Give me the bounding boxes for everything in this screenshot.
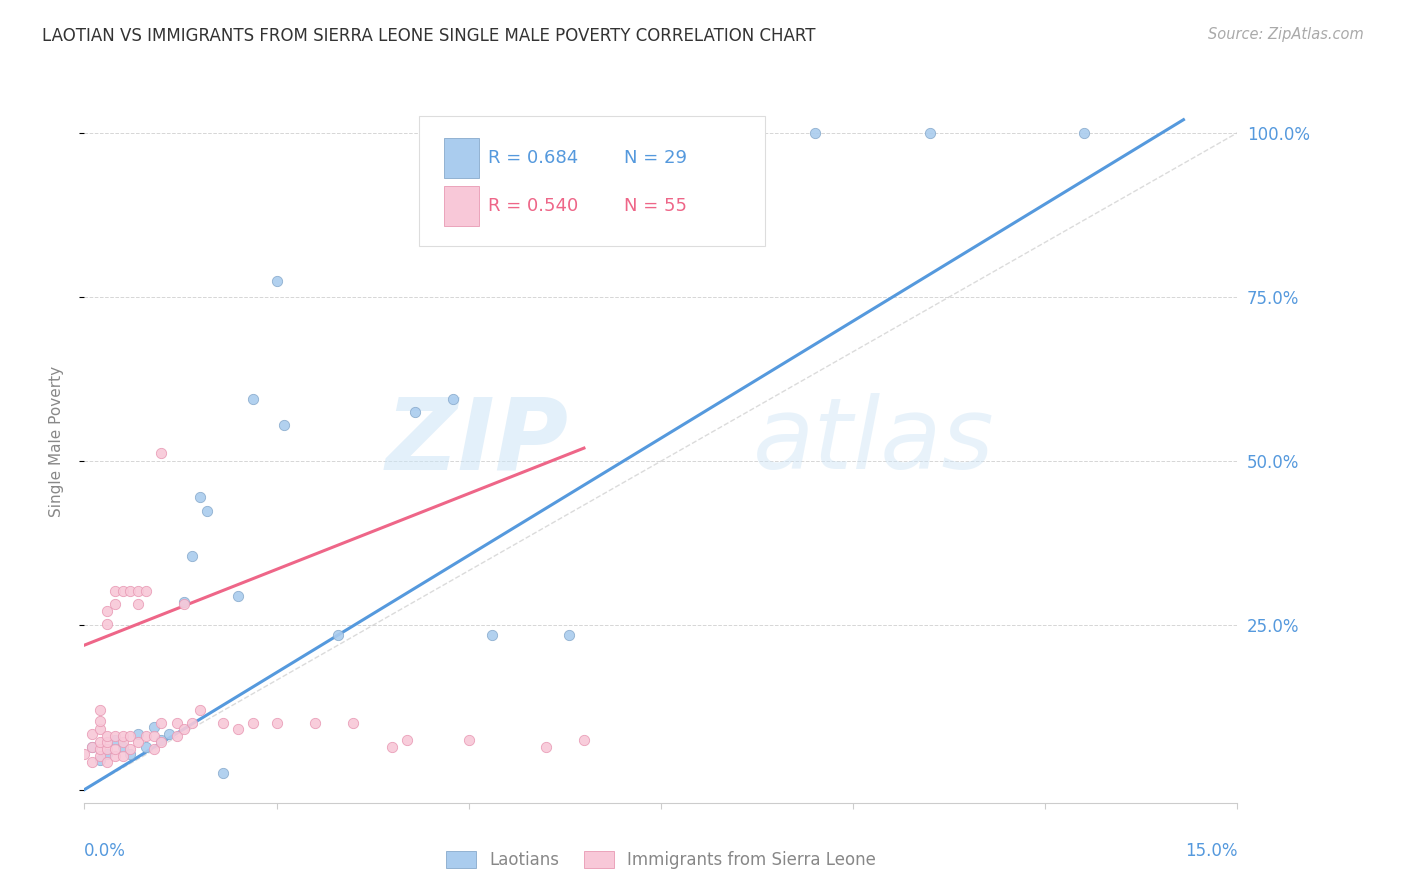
Point — [96, 735, 118, 749]
Point — [111, 584, 134, 599]
Point — [404, 405, 426, 419]
Point — [534, 739, 557, 754]
Point — [396, 733, 419, 747]
Point — [1073, 126, 1095, 140]
Point — [166, 729, 188, 743]
Point — [266, 274, 288, 288]
Point — [150, 733, 173, 747]
Point — [89, 702, 111, 716]
Point — [157, 727, 180, 741]
Point — [96, 729, 118, 743]
Point — [89, 748, 111, 763]
Point — [104, 748, 127, 763]
Text: Source: ZipAtlas.com: Source: ZipAtlas.com — [1208, 27, 1364, 42]
Point — [127, 727, 149, 741]
Point — [166, 715, 188, 730]
Point — [803, 126, 825, 140]
Point — [89, 735, 111, 749]
Point — [188, 491, 211, 505]
Point — [104, 742, 127, 756]
Point — [173, 723, 195, 737]
Point — [96, 747, 118, 761]
Point — [242, 392, 264, 406]
Point — [457, 733, 479, 747]
Text: N = 55: N = 55 — [624, 197, 688, 215]
Point — [96, 604, 118, 618]
Point — [111, 735, 134, 749]
Point — [135, 729, 157, 743]
Point — [381, 739, 404, 754]
Point — [342, 715, 364, 730]
Text: 15.0%: 15.0% — [1185, 842, 1237, 860]
Point — [211, 715, 233, 730]
Point — [89, 753, 111, 767]
Point — [120, 747, 142, 761]
Point — [89, 742, 111, 756]
Text: R = 0.540: R = 0.540 — [488, 197, 578, 215]
Point — [181, 549, 204, 564]
Point — [104, 584, 127, 599]
Point — [80, 755, 103, 769]
Point — [111, 729, 134, 743]
Point — [104, 598, 127, 612]
Point — [89, 723, 111, 737]
Point — [918, 126, 941, 140]
Text: 0.0%: 0.0% — [84, 842, 127, 860]
Point — [326, 628, 349, 642]
Text: ZIP: ZIP — [385, 393, 568, 490]
Point — [120, 729, 142, 743]
Point — [211, 766, 233, 780]
Point — [142, 742, 165, 756]
Point — [73, 747, 96, 761]
Legend: Laotians, Immigrants from Sierra Leone: Laotians, Immigrants from Sierra Leone — [437, 843, 884, 878]
Point — [304, 715, 326, 730]
Point — [181, 715, 204, 730]
Point — [96, 617, 118, 632]
Point — [104, 729, 127, 743]
Point — [195, 503, 218, 517]
Point — [135, 584, 157, 599]
Point — [226, 723, 249, 737]
Point — [481, 628, 503, 642]
Point — [127, 598, 149, 612]
Point — [150, 735, 173, 749]
Point — [120, 584, 142, 599]
Point — [96, 742, 118, 756]
Point — [142, 720, 165, 734]
Point — [173, 595, 195, 609]
Point — [188, 702, 211, 716]
Text: N = 29: N = 29 — [624, 149, 688, 167]
Point — [441, 392, 464, 406]
FancyBboxPatch shape — [419, 117, 765, 246]
Point — [80, 739, 103, 754]
Point — [150, 715, 173, 730]
Point — [627, 126, 650, 140]
Point — [266, 715, 288, 730]
Point — [111, 739, 134, 754]
Text: atlas: atlas — [754, 393, 994, 490]
Point — [173, 598, 195, 612]
Point — [572, 733, 595, 747]
Point — [135, 739, 157, 754]
Point — [80, 727, 103, 741]
FancyBboxPatch shape — [444, 186, 478, 227]
Point — [104, 733, 127, 747]
Point — [127, 735, 149, 749]
Point — [111, 748, 134, 763]
Y-axis label: Single Male Poverty: Single Male Poverty — [49, 366, 63, 517]
Text: R = 0.684: R = 0.684 — [488, 149, 578, 167]
Point — [242, 715, 264, 730]
Text: LAOTIAN VS IMMIGRANTS FROM SIERRA LEONE SINGLE MALE POVERTY CORRELATION CHART: LAOTIAN VS IMMIGRANTS FROM SIERRA LEONE … — [42, 27, 815, 45]
Point — [89, 714, 111, 728]
Point — [150, 446, 173, 460]
Point — [80, 739, 103, 754]
Point — [96, 755, 118, 769]
Point — [127, 584, 149, 599]
Point — [273, 418, 295, 433]
Point — [226, 589, 249, 603]
Point — [142, 729, 165, 743]
Point — [557, 628, 579, 642]
Point — [120, 742, 142, 756]
FancyBboxPatch shape — [444, 138, 478, 178]
